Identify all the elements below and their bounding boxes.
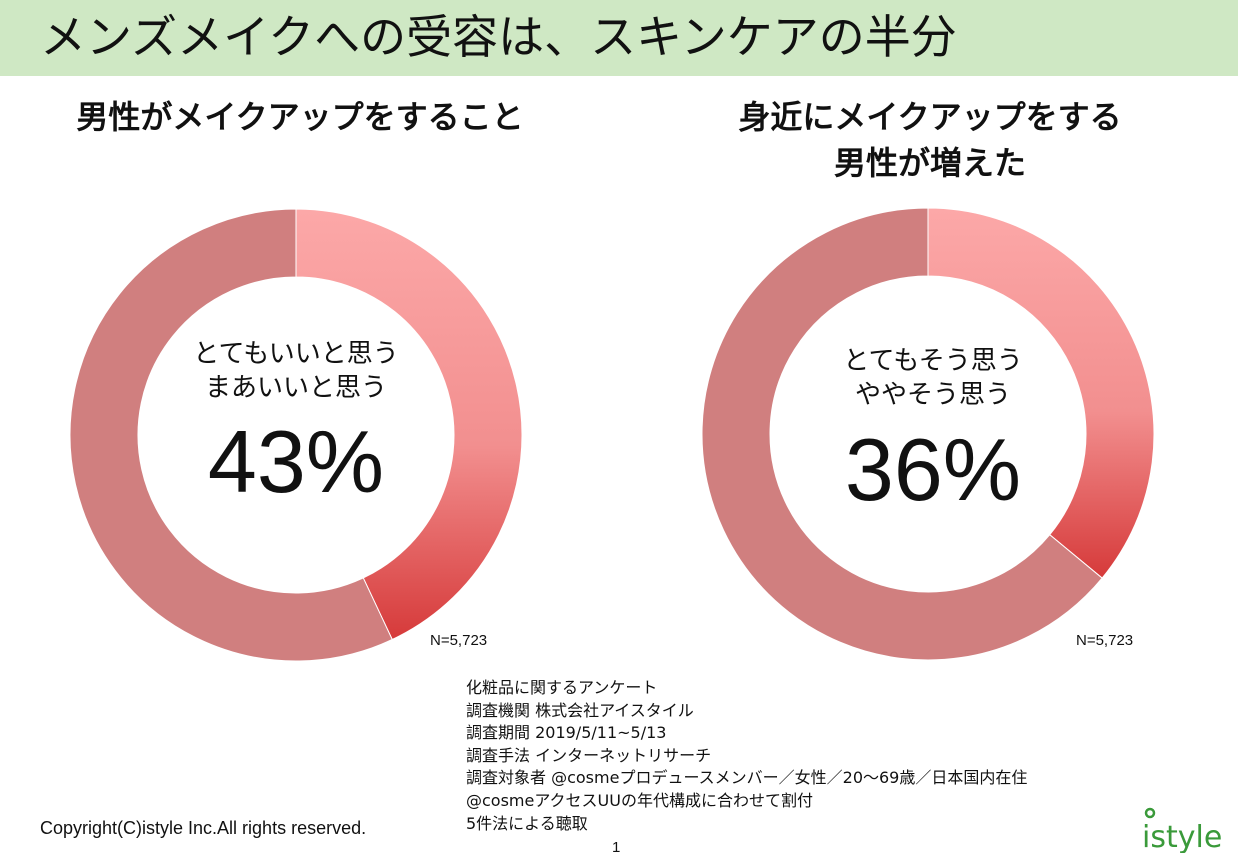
- donut-slice-remainder: [701, 207, 1103, 661]
- center-value-left: 43%: [207, 412, 385, 511]
- center-caption-left: とてもいいと思う まあいいと思う: [146, 337, 446, 405]
- istyle-logo: istyle: [1142, 807, 1222, 853]
- survey-notes: 化粧品に関するアンケート 調査機関 株式会社アイスタイル 調査期間 2019/5…: [466, 677, 1027, 835]
- survey-note-line: @cosmeアクセスUUの年代構成に合わせて割付: [466, 790, 813, 810]
- page-title: メンズメイクへの受容は、スキンケアの半分: [40, 10, 957, 64]
- center-caption-left-line2: まあいいと思う: [204, 373, 387, 403]
- center-caption-right-line2: ややそう思う: [854, 380, 1011, 410]
- page-number: 1: [612, 839, 621, 856]
- donut-chart-left: [69, 208, 523, 662]
- donut-slice-highlight: [927, 207, 1155, 579]
- logo-dot-icon: [1144, 807, 1156, 819]
- center-caption-right: とてもそう思う ややそう思う: [783, 344, 1083, 412]
- survey-note-line: 5件法による聴取: [466, 813, 588, 833]
- center-value-right: 36%: [844, 420, 1022, 519]
- survey-note-line: 調査期間 2019/5/11~5/13: [466, 723, 667, 743]
- center-caption-left-line1: とてもいいと思う: [193, 339, 399, 369]
- donut-slice-highlight: [295, 208, 523, 641]
- title-bar: メンズメイクへの受容は、スキンケアの半分: [0, 0, 1238, 76]
- n-label-left: N=5,723: [430, 632, 488, 649]
- chart-title-right: 身近にメイクアップをする 男性が増えた: [690, 94, 1170, 186]
- center-caption-right-line1: とてもそう思う: [843, 346, 1023, 376]
- logo-text: istyle: [1142, 820, 1222, 853]
- survey-note-line: 調査対象者 @cosmeプロデュースメンバー／女性／20～69歳／日本国内在住: [466, 768, 1028, 788]
- donut-chart-right: [701, 207, 1155, 661]
- survey-note-line: 調査機関 株式会社アイスタイル: [466, 700, 694, 720]
- chart-title-right-line2: 男性が増えた: [833, 144, 1026, 182]
- chart-title-right-line1: 身近にメイクアップをする: [738, 98, 1122, 136]
- donut-slice-remainder: [69, 208, 393, 662]
- chart-title-left-text: 男性がメイクアップをすること: [76, 98, 524, 136]
- n-label-right: N=5,723: [1076, 632, 1134, 649]
- chart-title-left: 男性がメイクアップをすること: [40, 94, 560, 140]
- copyright-text: Copyright(C)istyle Inc.All rights reserv…: [40, 818, 367, 838]
- survey-note-line: 調査手法 インターネットリサーチ: [466, 745, 712, 765]
- survey-note-line: 化粧品に関するアンケート: [466, 678, 658, 697]
